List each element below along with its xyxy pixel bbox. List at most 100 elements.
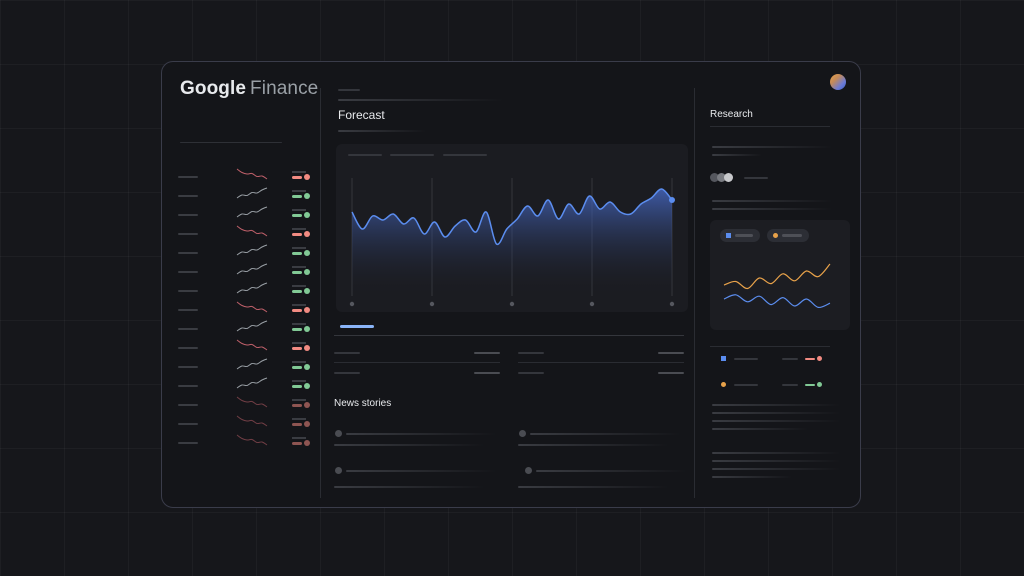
news-source-icon-3 xyxy=(335,467,342,474)
research-text-8 xyxy=(712,476,792,478)
watchlist-row[interactable] xyxy=(178,168,312,182)
gain-dot-icon xyxy=(304,250,310,256)
sparkline-line xyxy=(236,339,268,351)
active-tab-indicator[interactable] xyxy=(340,325,374,328)
x-axis-tick xyxy=(589,301,595,307)
legend-label-1 xyxy=(734,358,758,360)
stats-row-divider-2 xyxy=(518,362,684,363)
watchlist-row[interactable] xyxy=(178,301,312,315)
news-headline-4[interactable] xyxy=(536,470,686,472)
research-text-3 xyxy=(712,420,840,422)
sparkline-line xyxy=(236,320,268,332)
watchlist-row[interactable] xyxy=(178,320,312,334)
google-finance-logo[interactable]: Google Finance xyxy=(180,78,318,100)
gain-dot-icon xyxy=(304,212,310,218)
change-pill xyxy=(292,176,302,179)
research-chip-blue[interactable] xyxy=(720,229,760,242)
watchlist-row[interactable] xyxy=(178,263,312,277)
right-column-divider xyxy=(694,88,695,498)
sparkline xyxy=(236,168,268,180)
research-text-4 xyxy=(712,428,808,430)
research-text-1 xyxy=(712,404,840,406)
price-placeholder xyxy=(292,323,306,325)
chart-filter-1[interactable] xyxy=(348,154,382,156)
sparkline xyxy=(236,244,268,256)
chart-filter-3[interactable] xyxy=(443,154,487,156)
watchlist-row[interactable] xyxy=(178,187,312,201)
orange-series-line xyxy=(723,263,831,290)
orange-dot-icon xyxy=(773,233,778,238)
account-avatar[interactable] xyxy=(830,74,846,90)
watchlist-row[interactable] xyxy=(178,206,312,220)
news-headline-1[interactable] xyxy=(346,433,496,435)
forecast-chart-svg xyxy=(349,178,675,307)
price-placeholder xyxy=(292,304,306,306)
finance-window: Google Finance Forecast xyxy=(161,61,861,508)
forecast-chart[interactable] xyxy=(336,144,688,312)
x-axis-tick xyxy=(349,301,355,307)
sparkline xyxy=(236,339,268,351)
research-text-2 xyxy=(712,412,840,414)
ticker-label-placeholder xyxy=(178,195,198,197)
ticker-label-placeholder xyxy=(178,309,198,311)
research-chart-svg xyxy=(723,263,831,309)
stat-label-1 xyxy=(334,352,360,354)
sparkline-line xyxy=(236,187,268,199)
watchlist-row[interactable] xyxy=(178,434,312,448)
stats-row-divider-1 xyxy=(334,362,500,363)
research-text-7 xyxy=(712,468,840,470)
sparkline-line xyxy=(236,415,268,427)
stat-value-2 xyxy=(658,352,684,354)
chart-filter-2[interactable] xyxy=(390,154,434,156)
x-axis-tick xyxy=(429,301,435,307)
watchlist-row[interactable] xyxy=(178,377,312,391)
change-pill xyxy=(292,347,302,350)
watchlist-row[interactable] xyxy=(178,415,312,429)
ticker-label-placeholder xyxy=(178,347,198,349)
watchlist-row[interactable] xyxy=(178,396,312,410)
watchlist-row[interactable] xyxy=(178,358,312,372)
news-meta-4 xyxy=(518,486,668,488)
sparkline-line xyxy=(236,358,268,370)
loss-dot-icon xyxy=(304,307,310,313)
price-placeholder xyxy=(292,171,306,173)
watchlist-row[interactable] xyxy=(178,282,312,296)
sparkline-line xyxy=(236,377,268,389)
research-placeholder-3 xyxy=(712,200,832,202)
loss-dot-icon xyxy=(304,345,310,351)
loss-dot-icon xyxy=(304,231,310,237)
news-headline-2[interactable] xyxy=(530,433,680,435)
sparkline-line xyxy=(236,396,268,408)
research-text-6 xyxy=(712,460,840,462)
news-source-icon-4 xyxy=(525,467,532,474)
news-meta-3 xyxy=(334,486,484,488)
sparkline xyxy=(236,358,268,370)
loss-dot-icon xyxy=(304,402,310,408)
gain-dot-icon xyxy=(304,193,310,199)
sparkline xyxy=(236,434,268,446)
sparkline-line xyxy=(236,434,268,446)
sparkline xyxy=(236,187,268,199)
watchlist-row[interactable] xyxy=(178,225,312,239)
research-chip-orange[interactable] xyxy=(767,229,809,242)
logo-finance-text: Finance xyxy=(250,78,319,99)
sparkline xyxy=(236,225,268,237)
ticker-label-placeholder xyxy=(178,328,198,330)
change-pill xyxy=(292,366,302,369)
legend-blue-square-icon xyxy=(721,356,726,361)
loss-dot-icon xyxy=(304,440,310,446)
blue-series-line xyxy=(723,294,831,309)
watchlist-row[interactable] xyxy=(178,339,312,353)
stat-value-4 xyxy=(658,372,684,374)
change-pill xyxy=(292,309,302,312)
gain-dot-icon xyxy=(304,364,310,370)
tabs-divider xyxy=(334,335,684,336)
news-headline-3[interactable] xyxy=(346,470,496,472)
price-placeholder xyxy=(292,190,306,192)
news-source-icon-2 xyxy=(519,430,526,437)
research-placeholder-1 xyxy=(712,146,832,148)
forecast-endpoint xyxy=(669,197,675,203)
participant-avatar-3 xyxy=(724,173,733,182)
watchlist-row[interactable] xyxy=(178,244,312,258)
price-placeholder xyxy=(292,399,306,401)
